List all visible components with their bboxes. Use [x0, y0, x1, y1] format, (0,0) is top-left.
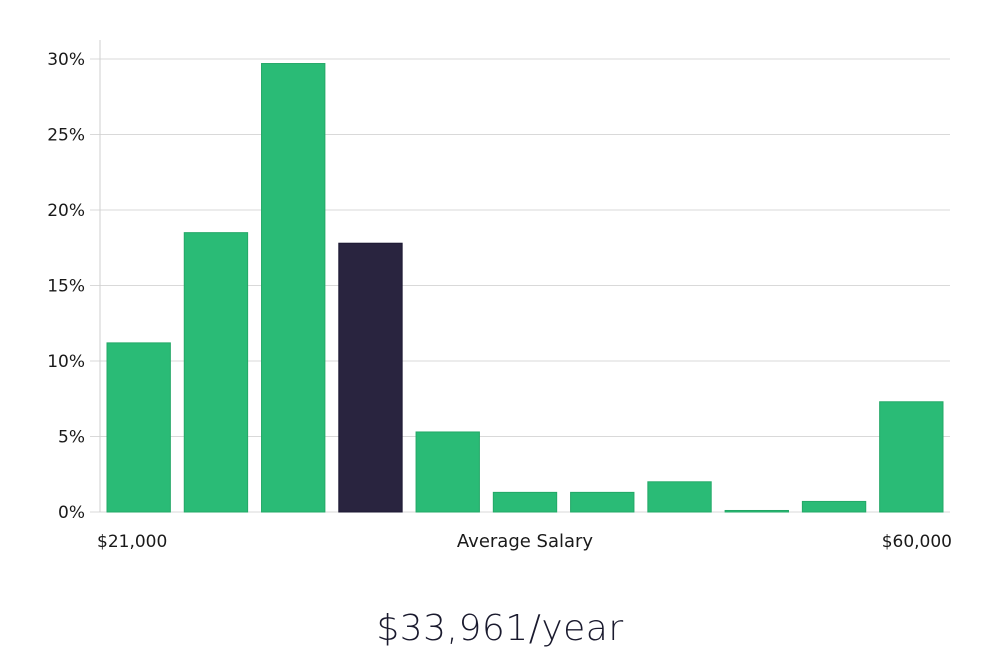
bar — [492, 491, 558, 513]
y-tick-label: 25% — [47, 126, 85, 146]
bar — [261, 63, 326, 513]
salary-histogram: 0% 5% 10% 15% 20% 25% 30% $21,000 Average Sala… — [47, 40, 952, 552]
bar — [647, 481, 712, 513]
bar — [570, 491, 635, 513]
average-salary-value: $33,961/year — [376, 608, 624, 649]
bars — [106, 63, 944, 513]
x-axis-min-label: $21,000 — [97, 532, 167, 552]
bar — [183, 232, 249, 513]
y-tick-label: 15% — [47, 277, 85, 297]
bar — [415, 431, 480, 513]
y-tick-label: 30% — [47, 50, 85, 70]
bar — [724, 509, 789, 513]
x-axis-labels: $21,000 Average Salary $60,000 — [97, 531, 952, 552]
bar — [106, 342, 171, 513]
y-tick-label: 20% — [47, 201, 85, 221]
bar — [801, 500, 867, 513]
x-axis-max-label: $60,000 — [882, 532, 952, 552]
bar — [879, 401, 944, 513]
y-tick-label: 5% — [58, 428, 85, 448]
y-tick-label: 0% — [58, 503, 85, 523]
y-axis-ticks: 0% 5% 10% 15% 20% 25% 30% — [47, 50, 85, 523]
bar-highlighted — [338, 242, 403, 513]
y-tick-label: 10% — [47, 352, 85, 372]
x-axis-title: Average Salary — [457, 531, 594, 552]
